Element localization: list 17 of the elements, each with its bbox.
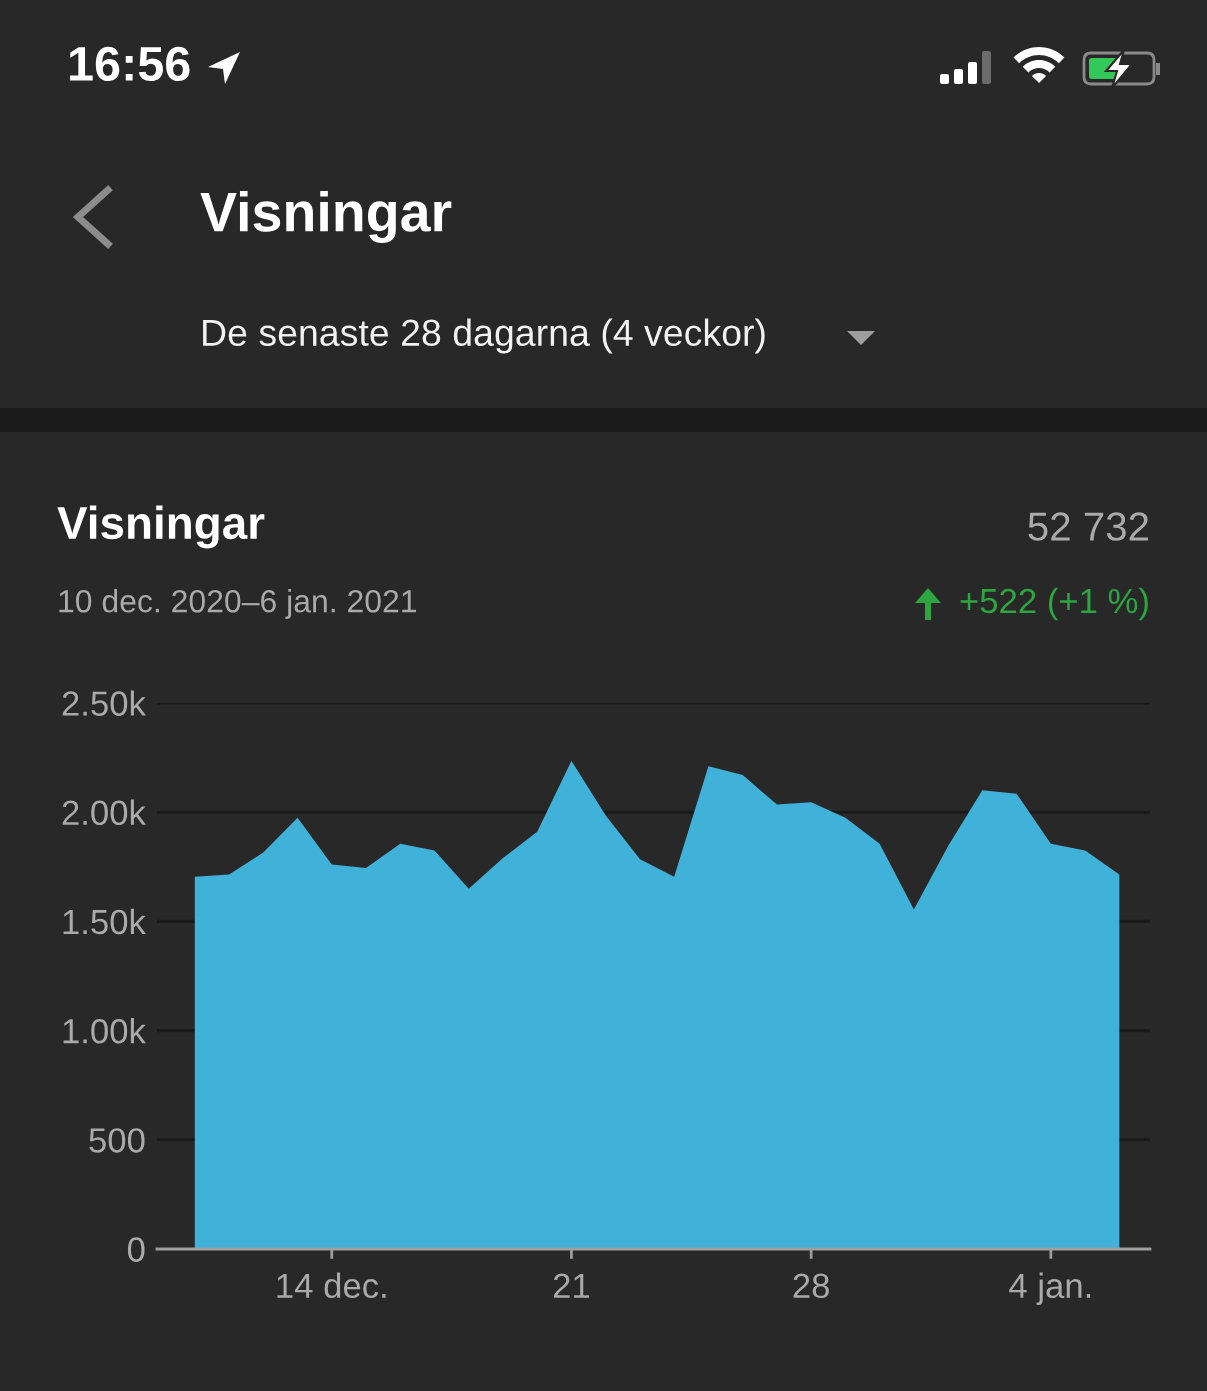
x-tick-label: 14 dec. [277,1272,386,1299]
text: De senaste 28 dagarna (4 veckor) [203,318,765,354]
text: +522 (+1 %) [960,587,1148,621]
y-tick-label: 1.50k [63,908,146,935]
y-tick-label: 2.50k [62,690,146,716]
text: 52 732 [1028,512,1148,541]
text: Visningar [200,190,452,244]
y-tick-label: 2.00k [62,799,146,826]
text: 16:56 [70,46,190,82]
x-tick-label: 4 jan. [1009,1272,1091,1305]
chart-title: Visningar [57,505,265,549]
y-tick-label: 1.00k [63,1018,146,1044]
chart-subtitle: 10 dec. 2020–6 jan. 2021 [59,589,417,619]
y-tick-label: 0 [127,1237,145,1262]
x-tick-label: 21 [553,1273,590,1298]
y-tick-label: 500 [89,1128,145,1153]
x-tick-label: 28 [793,1273,829,1299]
